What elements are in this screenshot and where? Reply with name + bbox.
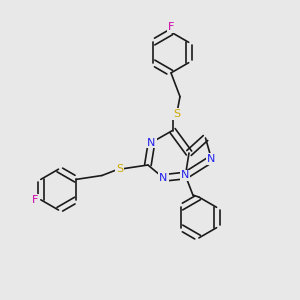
Text: N: N xyxy=(159,173,168,183)
Text: F: F xyxy=(32,195,39,205)
Text: S: S xyxy=(173,109,180,119)
Text: S: S xyxy=(116,164,123,174)
Text: N: N xyxy=(147,137,156,148)
Text: F: F xyxy=(168,22,174,32)
Text: N: N xyxy=(207,154,216,164)
Text: N: N xyxy=(181,170,190,181)
